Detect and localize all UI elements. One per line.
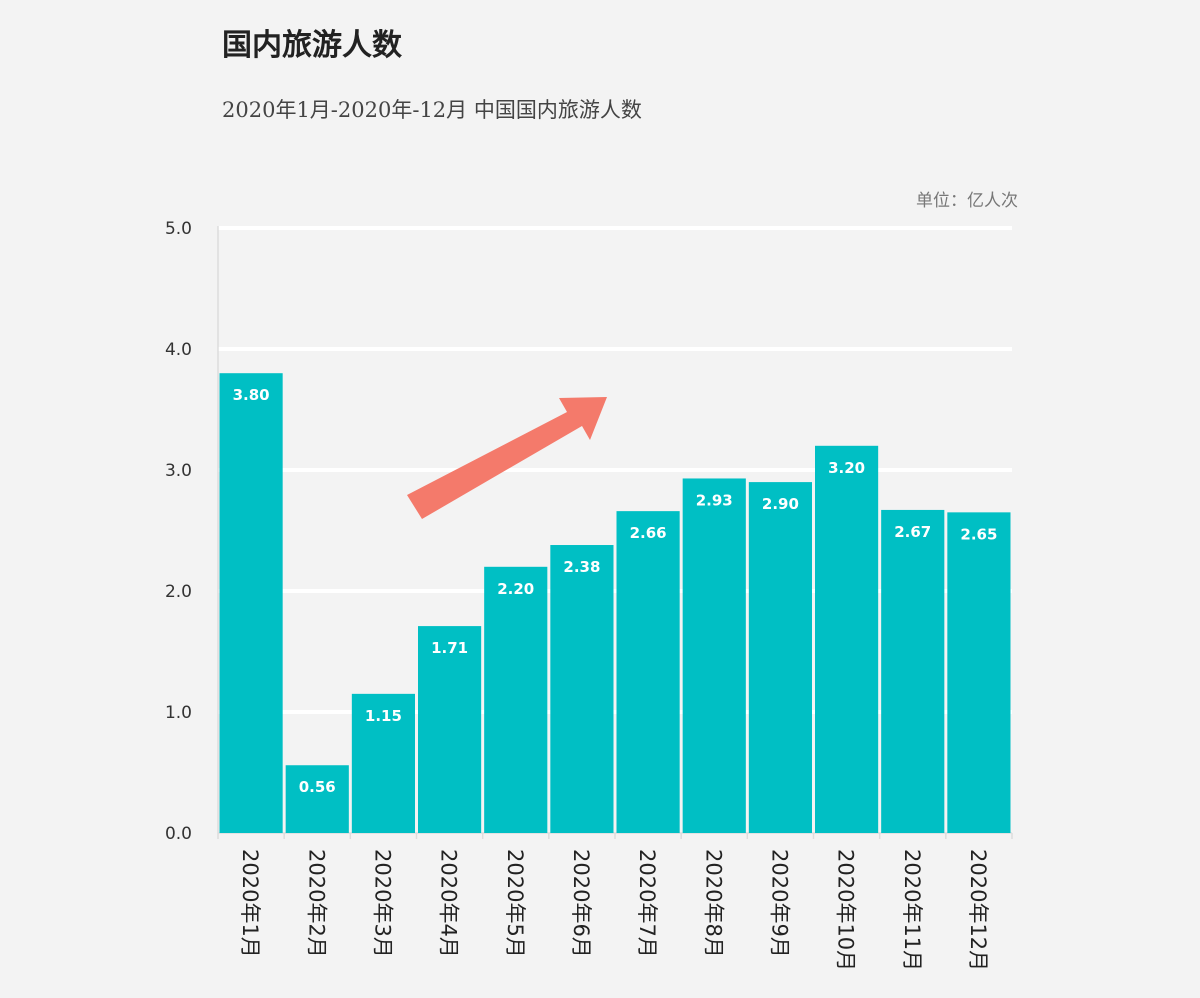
bar-value-label: 2.65 [960,525,997,543]
y-tick-label: 5.0 [165,219,192,239]
y-tick-label: 1.0 [165,703,192,723]
x-tick-label: 2020年9月 [767,849,791,958]
bar-value-label: 0.56 [299,778,336,796]
bar [484,566,548,833]
bar [418,626,482,833]
x-tick-label: 2020年5月 [503,849,527,958]
x-tick-label: 2020年3月 [370,849,394,958]
y-tick-label: 0.0 [165,824,192,844]
bar [815,445,879,833]
x-tick-label: 2020年2月 [304,849,328,958]
x-tick-label: 2020年6月 [569,849,593,958]
y-tick-label: 2.0 [165,582,192,602]
x-tick-label: 2020年7月 [635,849,659,958]
bar-value-label: 1.15 [365,707,402,725]
x-tick-label: 2020年12月 [966,849,990,971]
bar [285,765,349,833]
unit-label: 单位：亿人次 [916,191,1018,211]
bar-value-label: 3.80 [233,386,270,404]
bar-value-label: 2.67 [894,523,931,541]
y-tick-label: 4.0 [165,340,192,360]
bar-value-label: 2.90 [762,495,799,513]
x-tick-label: 2020年1月 [238,849,262,958]
x-tick-label: 2020年4月 [437,849,461,958]
bar [682,478,746,833]
bar-value-label: 1.71 [431,639,468,657]
trend-arrow-icon [407,397,607,519]
bar [351,693,415,833]
chart-title: 国内旅游人数 [222,28,402,63]
bar-value-label: 2.20 [497,580,534,598]
y-tick-label: 3.0 [165,461,192,481]
chart-subtitle: 2020年1月-2020年-12月 中国国内旅游人数 [222,98,642,122]
x-tick-label: 2020年8月 [701,849,725,958]
bar-value-label: 2.93 [696,491,733,509]
bar [947,512,1011,833]
bar [550,545,614,833]
bar [748,482,812,833]
x-tick-label: 2020年10月 [834,849,858,971]
bar-value-label: 3.20 [828,459,865,477]
bar [616,511,680,833]
bar-value-label: 2.66 [630,524,667,542]
x-tick-label: 2020年11月 [900,849,924,971]
bar-value-label: 2.38 [563,558,600,576]
bar [881,509,945,833]
bar [219,373,283,833]
